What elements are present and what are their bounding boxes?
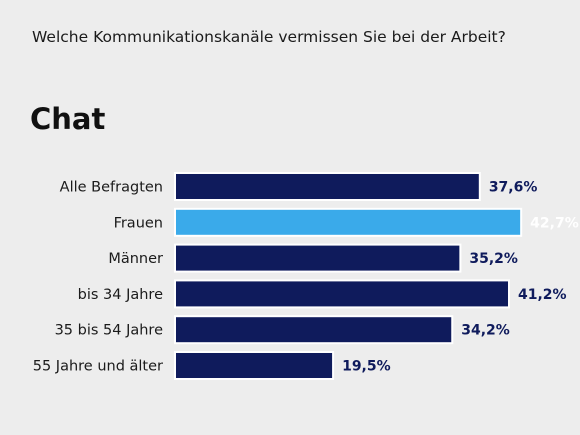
category-label-4: 35 bis 54 Jahre [55, 323, 164, 339]
category-label-5: 55 Jahre und älter [33, 359, 163, 375]
bar-3 [174, 279, 510, 309]
value-label-3: 41,2% [518, 287, 567, 303]
value-label-5: 19,5% [342, 359, 391, 375]
value-label-1: 42,7% [530, 215, 579, 231]
chart-title: Chat [30, 102, 106, 136]
category-label-0: Alle Befragten [60, 180, 163, 196]
value-label-4: 34,2% [461, 323, 510, 339]
bar-5 [174, 351, 335, 380]
bar-4 [174, 315, 454, 345]
bar-2 [174, 243, 462, 273]
category-label-1: Frauen [114, 215, 163, 231]
value-label-2: 35,2% [469, 251, 518, 267]
category-label-3: bis 34 Jahre [78, 287, 163, 303]
question-text: Welche Kommunikationskanäle vermissen Si… [32, 28, 506, 46]
category-label-2: Männer [108, 251, 163, 267]
bar-0 [174, 172, 481, 201]
value-label-0: 37,6% [489, 180, 538, 196]
bar-1 [174, 207, 523, 237]
